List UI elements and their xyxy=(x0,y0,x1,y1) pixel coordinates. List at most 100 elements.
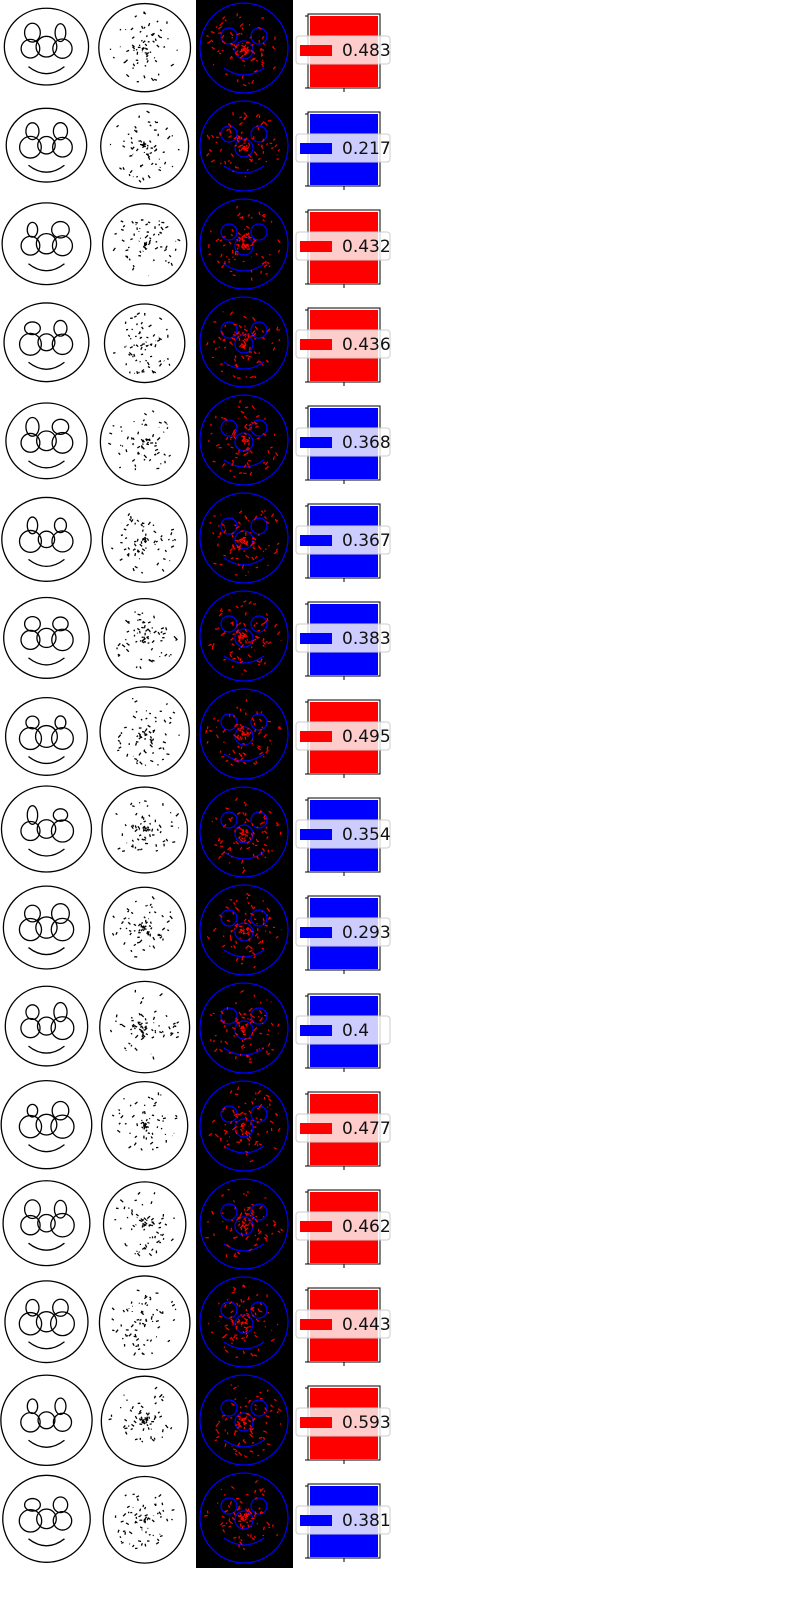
legend-frame xyxy=(295,1015,391,1045)
legend-frame xyxy=(295,1407,391,1437)
result-row: 0.293 xyxy=(0,882,404,980)
overlay-panel xyxy=(196,1372,293,1470)
overlay-panel xyxy=(196,1176,293,1274)
input-drawing-panel xyxy=(0,784,97,882)
reference-edge-sketch xyxy=(103,597,186,680)
edge-overlay xyxy=(199,1276,289,1368)
result-row: 0.462 xyxy=(0,1176,404,1274)
drawing-sketch xyxy=(2,1474,91,1563)
reference-edges-panel xyxy=(98,294,195,392)
drawing-sketch xyxy=(5,402,88,480)
reference-edge-sketch xyxy=(101,786,189,874)
overlay-panel xyxy=(196,196,293,294)
input-drawing-panel xyxy=(0,980,97,1078)
reference-edge-sketch xyxy=(103,886,187,971)
drawing-sketch xyxy=(1,496,92,582)
legend-value-label: 0.4 xyxy=(342,1021,369,1041)
input-drawing-panel xyxy=(0,1274,97,1372)
input-drawing-panel xyxy=(0,98,97,196)
result-row: 0.593 xyxy=(0,1372,404,1470)
legend: 0.483 xyxy=(295,35,391,65)
input-drawing-panel xyxy=(0,686,97,784)
overlay-panel xyxy=(196,686,293,784)
score-bar-panel: 0.293 xyxy=(294,882,404,980)
legend-value-label: 0.443 xyxy=(342,1315,391,1335)
legend-value-label: 0.367 xyxy=(342,531,391,551)
score-bar-panel: 0.368 xyxy=(294,392,404,490)
overlay-panel xyxy=(196,490,293,588)
legend-value-label: 0.436 xyxy=(342,335,391,355)
legend: 0.354 xyxy=(295,819,391,849)
reference-edge-sketch xyxy=(98,2,192,93)
score-bar-panel: 0.436 xyxy=(294,294,404,392)
edge-overlay xyxy=(199,590,289,682)
input-drawing-panel xyxy=(0,1078,97,1176)
legend-frame xyxy=(295,721,391,751)
input-drawing-panel xyxy=(0,1372,97,1470)
legend-swatch xyxy=(300,241,332,252)
score-bar-panel: 0.4 xyxy=(294,980,404,1078)
reference-edges-panel xyxy=(98,1078,195,1176)
legend: 0.477 xyxy=(295,1113,391,1143)
legend-swatch xyxy=(300,731,332,742)
score-bar-panel: 0.495 xyxy=(294,686,404,784)
drawing-sketch xyxy=(4,1280,89,1364)
legend-swatch xyxy=(300,1123,332,1134)
reference-edges-panel xyxy=(98,882,195,980)
edge-overlay xyxy=(199,1472,289,1564)
legend: 0.443 xyxy=(295,1309,391,1339)
legend: 0.593 xyxy=(295,1407,391,1437)
legend-value-label: 0.593 xyxy=(342,1413,391,1433)
legend-frame xyxy=(295,1505,391,1535)
reference-edge-sketch xyxy=(99,686,190,777)
overlay-panel xyxy=(196,784,293,882)
overlay-panel xyxy=(196,882,293,980)
reference-edge-sketch xyxy=(99,397,190,487)
score-bar-panel: 0.367 xyxy=(294,490,404,588)
input-drawing-panel xyxy=(0,392,97,490)
legend-value-label: 0.495 xyxy=(342,727,391,747)
score-bar-panel: 0.483 xyxy=(294,0,404,98)
overlay-panel xyxy=(196,392,293,490)
legend-frame xyxy=(295,525,391,555)
legend-swatch xyxy=(300,1319,332,1330)
legend-swatch xyxy=(300,927,332,938)
reference-edges-panel xyxy=(98,1372,195,1470)
edge-overlay xyxy=(199,100,289,192)
overlay-panel xyxy=(196,1078,293,1176)
reference-edge-sketch xyxy=(100,1375,189,1467)
drawing-sketch xyxy=(0,785,93,873)
legend: 0.293 xyxy=(295,917,391,947)
legend: 0.368 xyxy=(295,427,391,457)
overlay-panel xyxy=(196,294,293,392)
legend-frame xyxy=(295,917,391,947)
legend: 0.4 xyxy=(295,1015,391,1045)
edge-overlay xyxy=(199,394,289,486)
edge-overlay xyxy=(199,1374,289,1466)
legend-value-label: 0.462 xyxy=(342,1217,391,1237)
reference-edges-panel xyxy=(98,980,195,1078)
legend: 0.432 xyxy=(295,231,391,261)
reference-edge-sketch xyxy=(103,303,186,384)
reference-edge-sketch xyxy=(102,1181,187,1268)
overlay-panel xyxy=(196,98,293,196)
legend: 0.367 xyxy=(295,525,391,555)
edge-overlay xyxy=(199,2,289,94)
result-row: 0.368 xyxy=(0,392,404,490)
overlay-panel xyxy=(196,1274,293,1372)
legend-swatch xyxy=(300,339,332,350)
drawing-sketch xyxy=(4,985,89,1067)
result-row: 0.443 xyxy=(0,1274,404,1372)
legend-swatch xyxy=(300,829,332,840)
drawing-sketch xyxy=(2,1180,91,1267)
legend-frame xyxy=(295,427,391,457)
input-drawing-panel xyxy=(0,1176,97,1274)
reference-edge-sketch xyxy=(101,203,188,287)
reference-edges-panel xyxy=(98,392,195,490)
drawing-sketch xyxy=(5,107,88,183)
legend-frame xyxy=(295,329,391,359)
legend-frame xyxy=(295,623,391,653)
result-row: 0.477 xyxy=(0,1078,404,1176)
legend-value-label: 0.354 xyxy=(342,825,391,845)
reference-edge-sketch xyxy=(101,497,188,583)
